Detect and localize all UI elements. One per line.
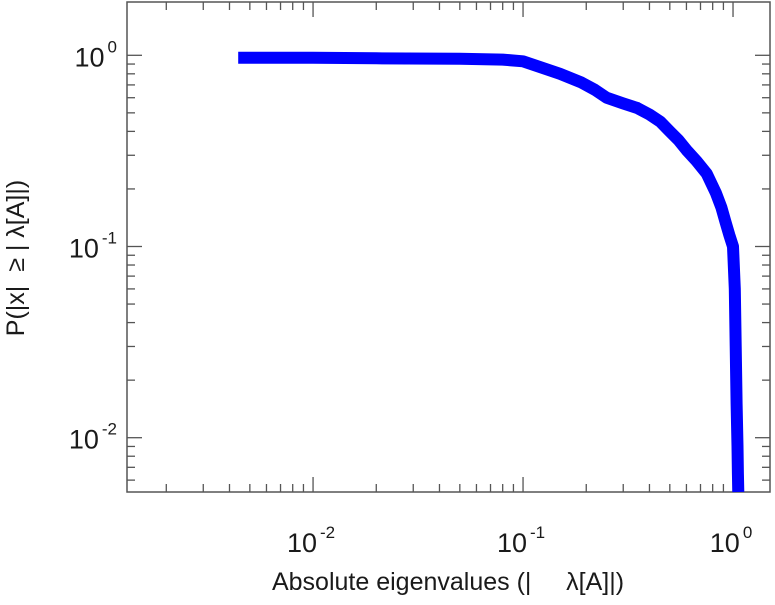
- tick-base: 10: [497, 528, 527, 558]
- tick-labels: 10 -2 10 -1 10 010 -210 -110 0: [69, 37, 752, 558]
- tick-marks: [127, 2, 770, 492]
- tick-base: 10: [287, 528, 317, 558]
- series-layer: [238, 51, 745, 493]
- x-tick-label: 10 -2: [287, 523, 335, 558]
- tick-base: 10: [74, 42, 104, 72]
- x-tick-label: 10 -1: [497, 523, 545, 558]
- y-tick-label: 10 -1: [69, 228, 117, 263]
- y-axis-title: P(|x| ≥ | λ[A]|): [2, 180, 30, 336]
- tick-exponent: -2: [102, 420, 117, 439]
- plot-frame: [126, 1, 771, 493]
- x-axis-title: Absolute eigenvalues (| λ[A]|): [272, 568, 624, 596]
- tick-exponent: 0: [743, 523, 752, 542]
- y-tick-label: 10 0: [74, 37, 117, 72]
- x-tick-label: 10 0: [710, 523, 753, 558]
- series-line-0: [238, 51, 745, 493]
- tick-base: 10: [69, 425, 99, 455]
- tick-exponent: 0: [108, 37, 117, 56]
- tick-base: 10: [69, 233, 99, 263]
- tick-base: 10: [710, 528, 740, 558]
- tick-exponent: -1: [530, 523, 545, 542]
- tick-exponent: -1: [102, 228, 117, 247]
- tick-exponent: -2: [320, 523, 335, 542]
- y-tick-label: 10 -2: [69, 420, 117, 455]
